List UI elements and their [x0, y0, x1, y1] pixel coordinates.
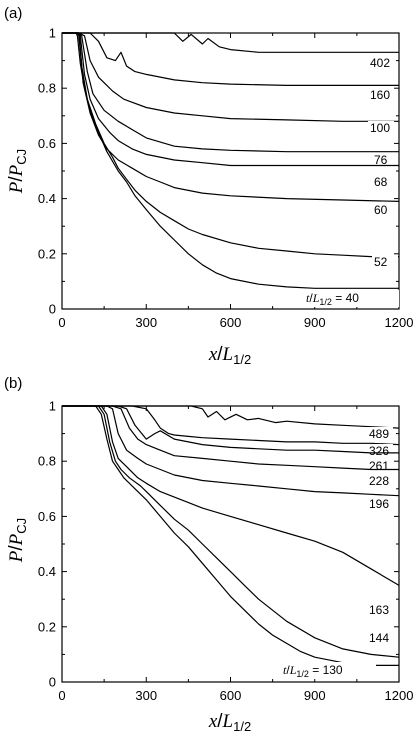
panel-label: (b)	[4, 375, 22, 392]
x-tick-label: 0	[58, 315, 65, 330]
x-tick-label: 900	[304, 315, 326, 330]
x-tick-label: 1200	[385, 315, 414, 330]
series-label: 163	[369, 603, 389, 617]
series-line-5	[62, 405, 400, 586]
series-label-bg	[367, 631, 393, 645]
annotation-bg	[280, 662, 376, 679]
x-tick-label: 0	[58, 688, 65, 703]
y-tick-label: 0.8	[38, 81, 56, 96]
y-tick-label: 1	[49, 399, 56, 414]
x-tick-label: 300	[135, 688, 157, 703]
y-tick-label: 0	[49, 302, 56, 317]
x-axis-label: x/L1/2	[208, 711, 251, 734]
series-line-7	[62, 405, 399, 667]
x-tick-label: 900	[304, 688, 326, 703]
series-label: 160	[370, 88, 390, 102]
series-label: 402	[370, 56, 390, 70]
x-tick-label: 1200	[385, 688, 414, 703]
panel-label: (a)	[4, 5, 22, 22]
series-label-bg	[372, 203, 398, 217]
series-label-bg	[368, 56, 394, 70]
y-tick-label: 0.4	[38, 191, 56, 206]
series-label-bg	[372, 255, 398, 269]
y-tick-label: 0.4	[38, 564, 56, 579]
series-label: 68	[374, 175, 388, 189]
series-line-7	[62, 32, 399, 289]
series-line-3	[62, 405, 399, 471]
series-label-bg	[367, 474, 393, 488]
x-tick-label: 600	[220, 688, 242, 703]
series-label: 326	[369, 444, 389, 458]
series-label: 52	[374, 255, 388, 269]
panel-b: (b) 0 300 600 900 1200 0 0.2 0.4 0.6 0.8 1 P/PCJ x/L1…	[4, 375, 413, 734]
y-tick-label: 0	[49, 675, 56, 690]
series-line-3	[62, 32, 399, 153]
series-line-0	[62, 32, 399, 53]
y-axis-label: P/PCJ	[6, 149, 29, 194]
series-label: 144	[369, 631, 389, 645]
panel-a: (a) 0 300 600 900 1200 0 0.2 0.4 0.6 0.8 1 P/PCJ x/L1…	[4, 5, 413, 367]
series-label-bg	[367, 444, 393, 458]
series-line-0	[62, 405, 400, 429]
y-tick-label: 1	[49, 26, 56, 41]
series-label-bg	[372, 175, 398, 189]
series-label: 76	[374, 153, 388, 167]
series-line-6	[62, 405, 400, 658]
y-axis-label: P/PCJ	[6, 518, 29, 563]
time-annotation: t/L1/2 = 130	[283, 663, 343, 679]
x-tick-label: 300	[135, 315, 157, 330]
series-label-bg	[368, 88, 394, 102]
y-tick-label: 0.8	[38, 454, 56, 469]
series-label: 228	[369, 474, 389, 488]
series-label: 261	[369, 459, 389, 473]
series-line-4	[62, 32, 399, 167]
x-tick-label: 600	[220, 315, 242, 330]
time-annotation: t/L1/2 = 40	[306, 291, 359, 307]
y-tick-label: 0.6	[38, 509, 56, 524]
series-line-1	[62, 32, 399, 87]
series-label-bg	[367, 603, 393, 617]
series-label-bg	[368, 121, 394, 135]
y-tick-label: 0.2	[38, 246, 56, 261]
series-label-bg	[367, 427, 393, 441]
series-label: 100	[370, 121, 390, 135]
series-label-bg	[372, 153, 398, 167]
x-axis-label: x/L1/2	[208, 344, 251, 367]
series-label: 489	[369, 427, 389, 441]
series-label: 60	[374, 203, 388, 217]
series-line-2	[62, 32, 399, 122]
series-line-1	[62, 405, 400, 446]
annotation-bg	[303, 290, 399, 307]
y-tick-label: 0.6	[38, 136, 56, 151]
series-line-6	[62, 32, 399, 258]
plot-frame	[61, 32, 400, 310]
series-line-4	[62, 405, 400, 497]
series-line-2	[62, 405, 399, 454]
series-label-bg	[367, 497, 393, 511]
y-tick-label: 0.2	[38, 619, 56, 634]
series-label: 196	[369, 497, 389, 511]
